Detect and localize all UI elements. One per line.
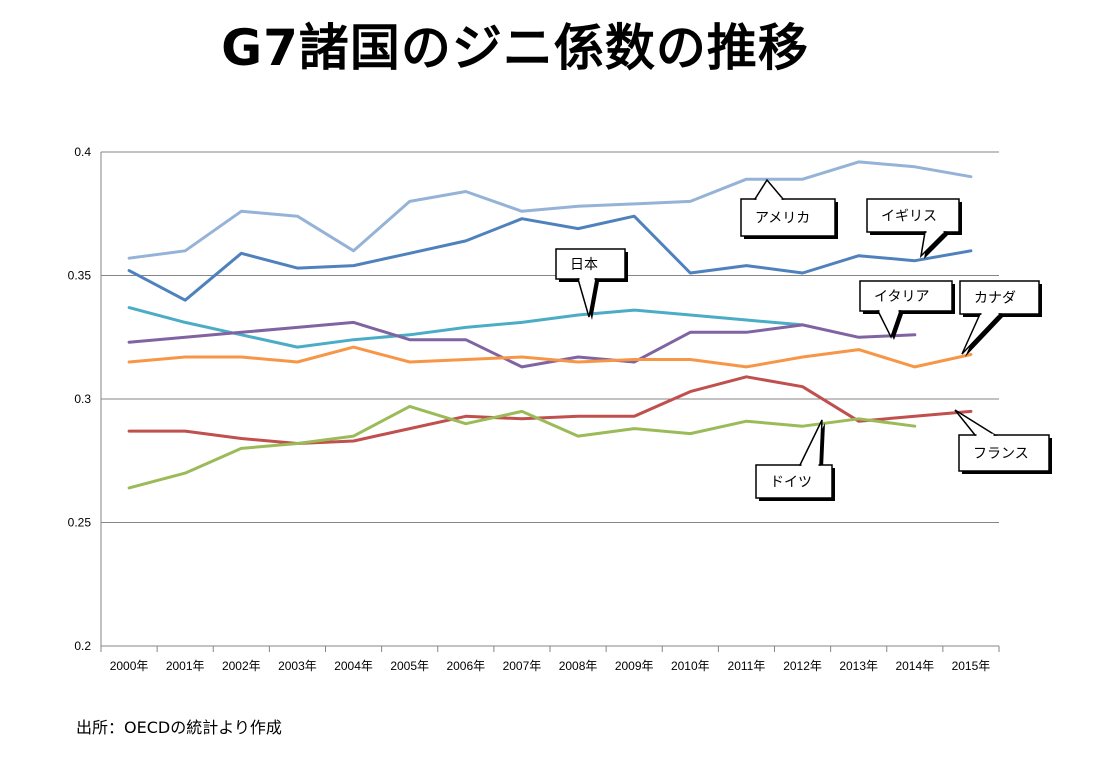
x-tick-label: 2013年 — [839, 659, 878, 673]
x-tick-label: 2003年 — [278, 659, 317, 673]
callout-pointer — [954, 409, 998, 436]
y-tick-label: 0.4 — [74, 145, 91, 159]
y-tick-label: 0.2 — [74, 639, 91, 653]
callout-box — [755, 464, 833, 499]
callout-pointer — [961, 313, 1002, 355]
callout-label: カナダ — [974, 291, 1016, 307]
y-tick-label: 0.3 — [74, 392, 91, 406]
series-line — [127, 375, 973, 445]
y-tick-label: 0.35 — [68, 269, 92, 283]
x-tick-label: 2008年 — [559, 659, 598, 673]
x-tick-label: 2011年 — [728, 659, 766, 673]
x-tick-label: 2005年 — [390, 659, 429, 673]
x-tick-label: 2006年 — [446, 659, 485, 673]
gridlines — [101, 151, 999, 647]
callout-box — [859, 280, 953, 312]
callout-box — [959, 280, 1040, 315]
x-tick-label: 2009年 — [615, 659, 654, 673]
callout-label: イタリア — [874, 289, 929, 305]
x-tick-label: 2004年 — [334, 659, 373, 673]
series-line — [127, 306, 805, 349]
callout-pointer — [753, 178, 785, 200]
x-tick-label: 2007年 — [503, 659, 542, 673]
series-lines — [127, 160, 973, 490]
x-tick-label: 2015年 — [952, 659, 991, 673]
series-line — [127, 214, 973, 302]
x-tick-label: 2012年 — [783, 659, 822, 673]
callout-pointer-shadow — [965, 317, 1003, 357]
callout-label: 日本 — [570, 257, 598, 273]
callout-box — [866, 198, 960, 233]
x-tick-label: 2000年 — [110, 659, 149, 673]
callout-box — [958, 434, 1050, 472]
x-tick-label: 2010年 — [671, 659, 710, 673]
x-tick-label: 2014年 — [895, 659, 934, 673]
axes: 0.2 0.25 0.3 0.35 0.4 2000年 2001年 2002年 2003年 200… — [68, 145, 1000, 673]
series-line — [127, 345, 973, 369]
callout-label: ドイツ — [770, 475, 812, 491]
series-line — [127, 160, 973, 260]
callout-label: フランス — [973, 446, 1029, 462]
callout-label: イギリス — [881, 209, 937, 225]
x-tick-label: 2002年 — [222, 659, 261, 673]
chart-title: G7諸国のジニ係数の推移 — [221, 19, 809, 77]
callout-box — [740, 198, 836, 237]
series-line — [127, 320, 917, 369]
callout-label: アメリカ — [755, 211, 810, 227]
callout-pointer — [919, 231, 947, 259]
series-line — [127, 404, 917, 490]
source-note: 出所：OECDの統計より作成 — [76, 718, 282, 737]
x-tick-label: 2001年 — [166, 659, 205, 673]
callout-box — [555, 248, 626, 280]
y-tick-label: 0.25 — [68, 516, 92, 530]
